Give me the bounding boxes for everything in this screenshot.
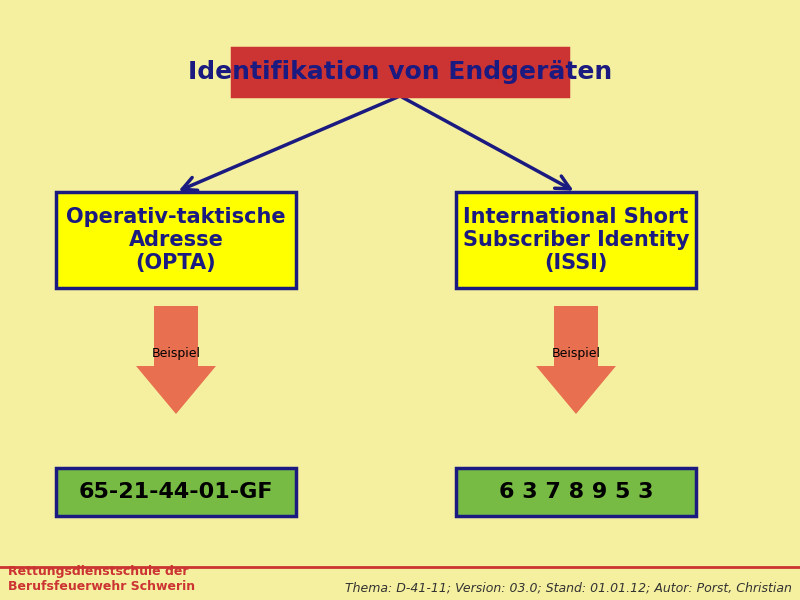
Text: Rettungsdienstschule der
Berufsfeuerwehr Schwerin: Rettungsdienstschule der Berufsfeuerwehr… bbox=[8, 565, 195, 593]
FancyBboxPatch shape bbox=[456, 468, 696, 516]
FancyBboxPatch shape bbox=[456, 192, 696, 288]
Text: International Short
Subscriber Identity
(ISSI): International Short Subscriber Identity … bbox=[462, 207, 690, 273]
Polygon shape bbox=[136, 306, 216, 414]
Text: Operativ-taktische
Adresse
(OPTA): Operativ-taktische Adresse (OPTA) bbox=[66, 207, 286, 273]
FancyBboxPatch shape bbox=[56, 192, 296, 288]
Polygon shape bbox=[536, 306, 616, 414]
FancyBboxPatch shape bbox=[232, 48, 568, 96]
Text: Identifikation von Endgeräten: Identifikation von Endgeräten bbox=[188, 60, 612, 84]
Text: 65-21-44-01-GF: 65-21-44-01-GF bbox=[78, 482, 274, 502]
Text: Beispiel: Beispiel bbox=[151, 347, 201, 361]
FancyBboxPatch shape bbox=[56, 468, 296, 516]
Text: 6 3 7 8 9 5 3: 6 3 7 8 9 5 3 bbox=[498, 482, 654, 502]
Text: Beispiel: Beispiel bbox=[551, 347, 601, 361]
Text: Thema: D-41-11; Version: 03.0; Stand: 01.01.12; Autor: Porst, Christian: Thema: D-41-11; Version: 03.0; Stand: 01… bbox=[345, 581, 792, 595]
